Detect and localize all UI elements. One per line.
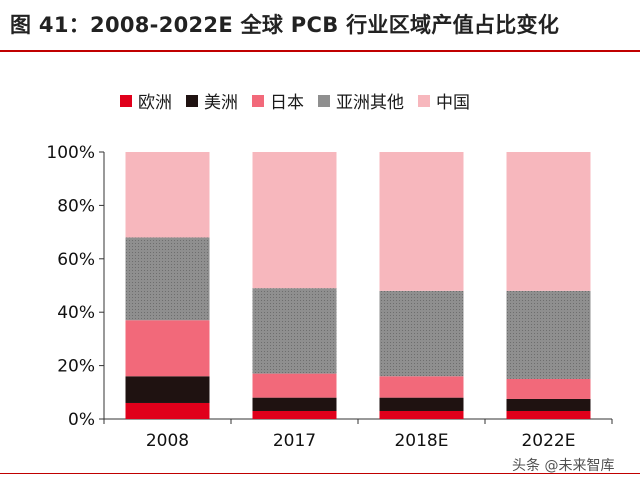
legend: 欧洲 美洲 日本 亚洲其他 中国: [120, 88, 470, 113]
legend-item-china: 中国: [418, 88, 470, 113]
legend-swatch-china: [418, 94, 430, 107]
x-tick-label: 2017: [273, 431, 316, 451]
bar-segment-3-2018E: [379, 290, 464, 377]
bar-segment-1-2008: [125, 376, 210, 403]
bar-segment-2-2018E: [379, 376, 464, 398]
bar-segment-0-2017: [252, 410, 337, 419]
bar-segment-3-2008: [125, 237, 210, 321]
y-tick-label: 0%: [68, 410, 95, 430]
y-tick-label: 60%: [57, 250, 95, 270]
bar-segment-1-2022E: [506, 398, 591, 411]
x-tick-label: 2022E: [521, 431, 575, 451]
title-underline: [0, 50, 640, 52]
bar-segment-2-2017: [252, 373, 337, 398]
y-tick-label: 20%: [57, 357, 95, 377]
watermark: 头条 @未来智库: [512, 458, 615, 474]
bar-segment-1-2018E: [379, 397, 464, 411]
legend-label-china: 中国: [436, 93, 470, 113]
bar-segment-0-2022E: [506, 410, 591, 419]
chart-title: 图 41：2008-2022E 全球 PCB 行业区域产值占比变化: [10, 13, 560, 37]
legend-item-americas: 美洲: [186, 88, 238, 113]
x-tick-label: 2018E: [394, 431, 448, 451]
bar-segment-4-2018E: [379, 152, 464, 291]
bar-segment-0-2018E: [379, 410, 464, 419]
legend-swatch-japan: [252, 94, 264, 107]
bar-segment-4-2008: [125, 152, 210, 238]
footer-rule: [0, 473, 640, 474]
bar-segment-0-2008: [125, 402, 210, 419]
legend-item-japan: 日本: [252, 88, 304, 113]
x-tick-label: 2008: [146, 431, 189, 451]
bar-segment-4-2017: [252, 152, 337, 289]
legend-item-other-asia: 亚洲其他: [318, 88, 404, 113]
bar-segment-4-2022E: [506, 152, 591, 291]
legend-label-japan: 日本: [270, 93, 304, 113]
legend-swatch-europe: [120, 94, 132, 107]
bar-segment-2-2008: [125, 320, 210, 377]
y-tick-label: 40%: [57, 303, 95, 323]
bar-segment-2-2022E: [506, 378, 591, 399]
legend-item-europe: 欧洲: [120, 88, 172, 113]
bar-segment-3-2017: [252, 288, 337, 374]
legend-label-other-asia: 亚洲其他: [336, 93, 404, 113]
legend-swatch-other-asia: [318, 94, 330, 107]
legend-label-europe: 欧洲: [138, 93, 172, 113]
y-tick-label: 100%: [46, 143, 95, 163]
bar-segment-1-2017: [252, 397, 337, 411]
legend-swatch-americas: [186, 94, 198, 107]
legend-label-americas: 美洲: [204, 93, 238, 113]
y-tick-label: 80%: [57, 196, 95, 216]
bar-segment-3-2022E: [506, 290, 591, 379]
